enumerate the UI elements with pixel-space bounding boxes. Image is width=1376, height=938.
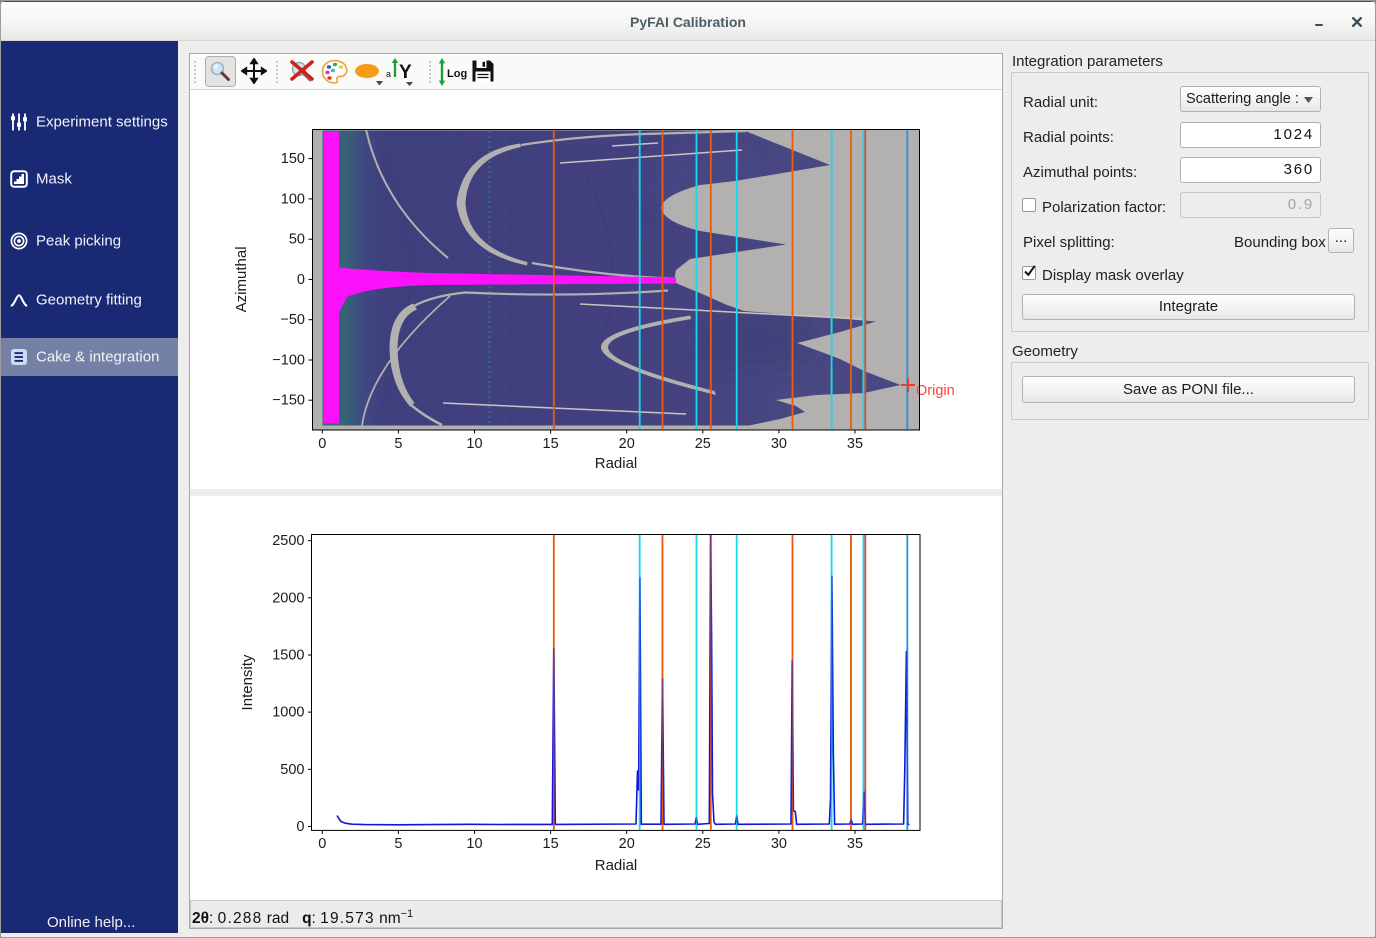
svg-text:0: 0 <box>296 819 304 835</box>
svg-text:150: 150 <box>281 151 305 167</box>
svg-text:5: 5 <box>394 436 402 452</box>
svg-text:15: 15 <box>543 436 559 452</box>
svg-text:Log: Log <box>447 68 467 80</box>
svg-text:30: 30 <box>771 436 787 452</box>
svg-text:Radial: Radial <box>595 455 638 472</box>
svg-text:−150: −150 <box>272 393 305 409</box>
svg-text:20: 20 <box>619 436 635 452</box>
svg-text:20: 20 <box>619 836 635 852</box>
svg-text:Origin: Origin <box>916 383 955 399</box>
svg-text:a: a <box>386 69 391 79</box>
svg-text:−100: −100 <box>272 353 305 369</box>
svg-text:0: 0 <box>297 272 305 288</box>
svg-text:100: 100 <box>281 191 305 207</box>
svg-text:Y: Y <box>399 62 412 83</box>
svg-text:Radial: Radial <box>595 857 638 874</box>
svg-text:2500: 2500 <box>272 533 304 549</box>
svg-text:25: 25 <box>695 836 711 852</box>
svg-text:Intensity: Intensity <box>239 654 256 710</box>
svg-text:15: 15 <box>543 836 559 852</box>
svg-text:1000: 1000 <box>272 705 304 721</box>
svg-text:2000: 2000 <box>272 590 304 606</box>
svg-text:35: 35 <box>847 836 863 852</box>
svg-text:10: 10 <box>466 436 482 452</box>
svg-text:Azimuthal: Azimuthal <box>233 246 250 312</box>
svg-text:1500: 1500 <box>272 648 304 664</box>
svg-text:50: 50 <box>289 232 305 248</box>
svg-text:0: 0 <box>318 436 326 452</box>
svg-text:500: 500 <box>280 762 304 778</box>
svg-text:0: 0 <box>318 836 326 852</box>
svg-text:−50: −50 <box>280 312 305 328</box>
svg-text:35: 35 <box>847 436 863 452</box>
svg-text:30: 30 <box>771 836 787 852</box>
svg-text:10: 10 <box>466 836 482 852</box>
svg-text:25: 25 <box>695 436 711 452</box>
svg-text:5: 5 <box>394 836 402 852</box>
